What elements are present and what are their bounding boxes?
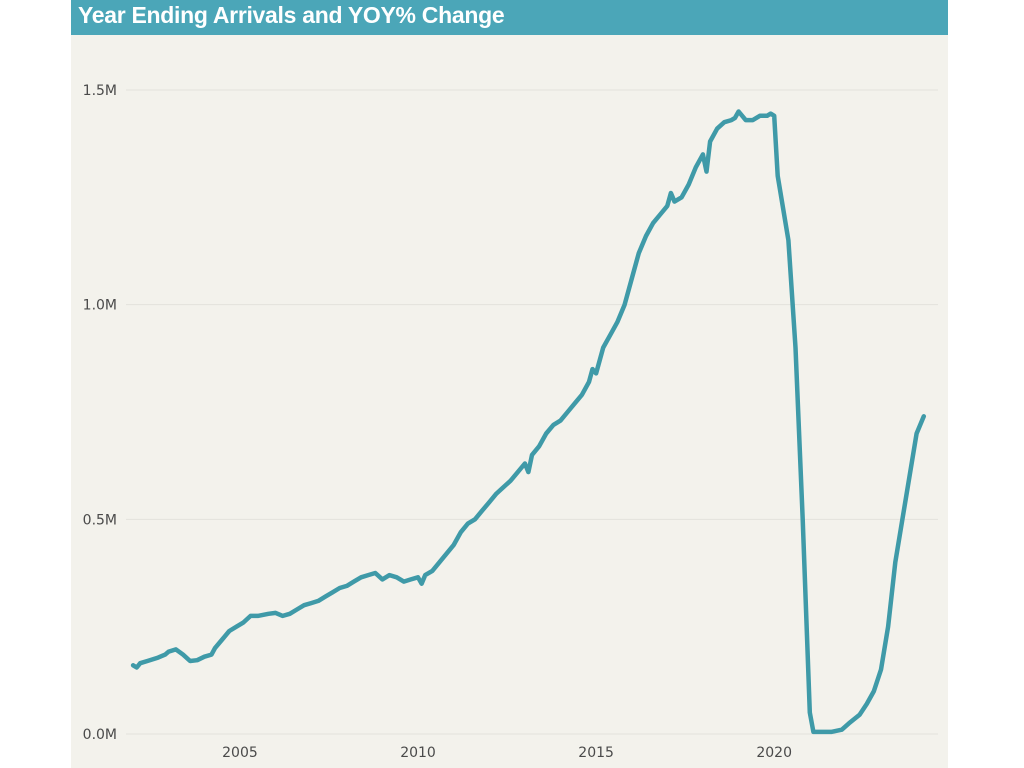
x-tick-label: 2020 [756, 745, 792, 761]
y-tick-label: 1.0M [83, 298, 117, 314]
x-tick-label: 2005 [222, 745, 258, 761]
x-axis: 2005 2010 2015 2020 [222, 745, 792, 761]
y-tick-label: 0.0M [83, 727, 117, 743]
series-group [130, 109, 927, 735]
y-axis: 0.0M 0.5M 1.0M 1.5M [83, 83, 117, 743]
chart-title: Year Ending Arrivals and YOY% Change [78, 2, 505, 28]
y-tick-label: 0.5M [83, 512, 117, 528]
x-tick-label: 2010 [400, 745, 436, 761]
title-bar: Year Ending Arrivals and YOY% Change [71, 0, 948, 35]
y-tick-label: 1.5M [83, 83, 117, 99]
series-line-arrivals [130, 109, 927, 735]
chart-card: Year Ending Arrivals and YOY% Change 0.0… [71, 0, 948, 768]
line-chart: 0.0M 0.5M 1.0M 1.5M 2005 2010 2015 2020 [83, 83, 938, 761]
gridlines [126, 89, 938, 735]
x-tick-label: 2015 [578, 745, 614, 761]
